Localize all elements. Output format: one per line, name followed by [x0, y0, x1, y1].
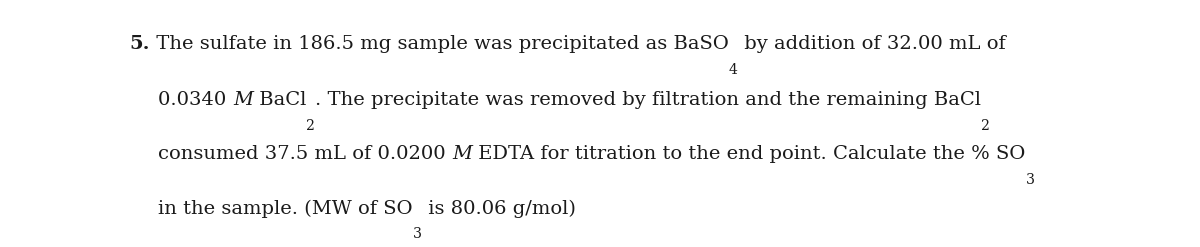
Text: The sulfate in 186.5 mg sample was precipitated as BaSO: The sulfate in 186.5 mg sample was preci…	[150, 35, 728, 53]
Text: 2: 2	[982, 119, 990, 133]
Text: BaCl: BaCl	[253, 91, 306, 109]
Text: 3: 3	[1026, 173, 1034, 187]
Text: is 80.06 g/mol): is 80.06 g/mol)	[422, 199, 576, 218]
Text: by addition of 32.00 mL of: by addition of 32.00 mL of	[738, 35, 1006, 53]
Text: in the sample. (MW of SO: in the sample. (MW of SO	[158, 199, 413, 218]
Text: consumed 37.5 mL of 0.0200: consumed 37.5 mL of 0.0200	[158, 145, 452, 163]
Text: 4: 4	[728, 63, 738, 77]
Text: EDTA for titration to the end point. Calculate the % SO: EDTA for titration to the end point. Cal…	[473, 145, 1026, 163]
Text: 5.: 5.	[130, 35, 150, 53]
Text: 2: 2	[306, 119, 316, 133]
Text: 0.0340: 0.0340	[158, 91, 233, 109]
Text: . The precipitate was removed by filtration and the remaining BaCl: . The precipitate was removed by filtrat…	[316, 91, 982, 109]
Text: M: M	[233, 91, 253, 109]
Text: M: M	[452, 145, 473, 163]
Text: 3: 3	[413, 227, 422, 241]
